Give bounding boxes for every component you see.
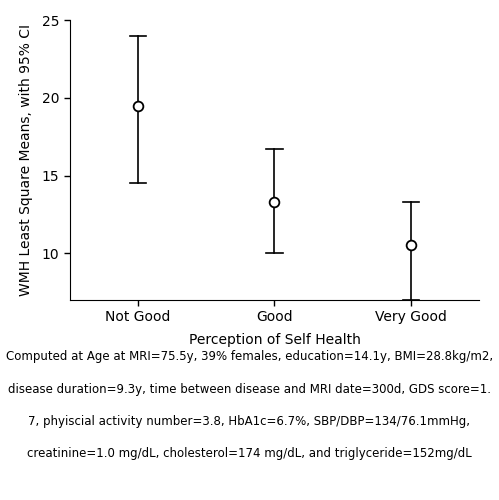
Y-axis label: WMH Least Square Means, with 95% CI: WMH Least Square Means, with 95% CI (19, 24, 33, 296)
X-axis label: Perception of Self Health: Perception of Self Health (189, 333, 360, 347)
Text: 7, phyiscial activity number=3.8, HbA1c=6.7%, SBP/DBP=134/76.1mmHg,: 7, phyiscial activity number=3.8, HbA1c=… (28, 415, 471, 428)
Text: Computed at Age at MRI=75.5y, 39% females, education=14.1y, BMI=28.8kg/m2,: Computed at Age at MRI=75.5y, 39% female… (6, 350, 493, 363)
Text: creatinine=1.0 mg/dL, cholesterol=174 mg/dL, and triglyceride=152mg/dL: creatinine=1.0 mg/dL, cholesterol=174 mg… (27, 448, 472, 460)
Text: disease duration=9.3y, time between disease and MRI date=300d, GDS score=1.: disease duration=9.3y, time between dise… (8, 382, 491, 396)
